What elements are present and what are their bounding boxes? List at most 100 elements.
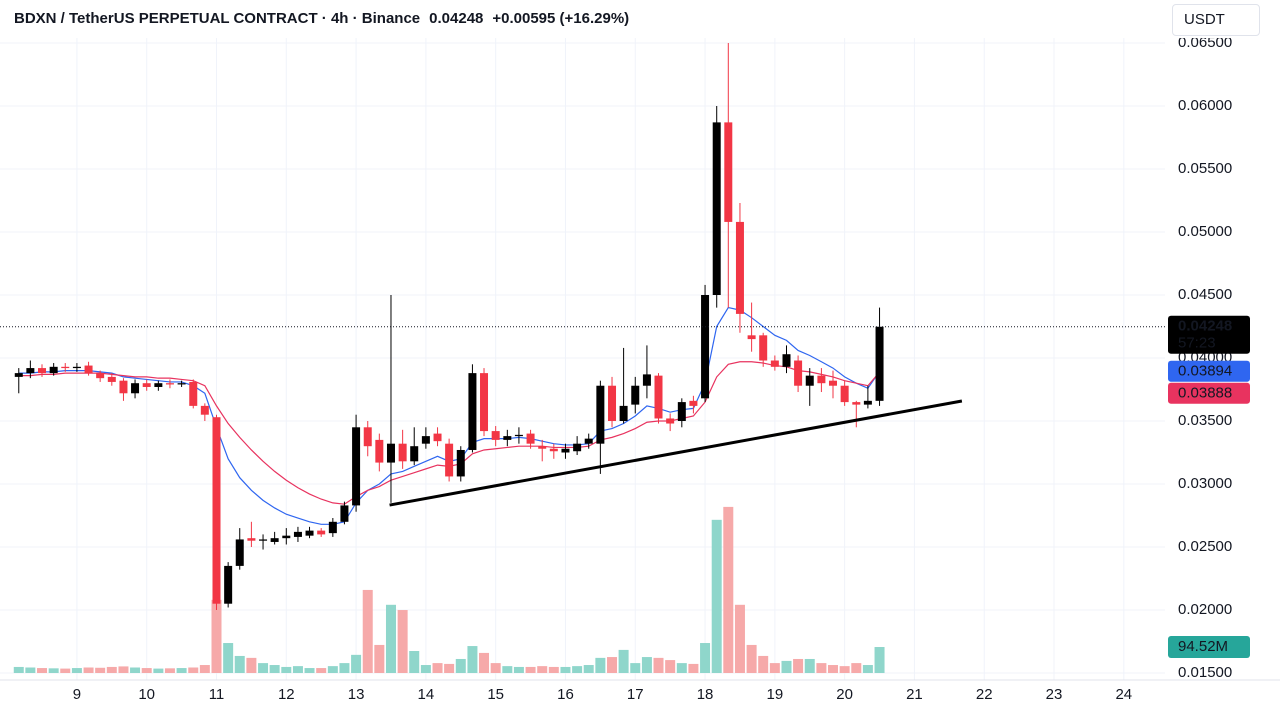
y-tick-label: 0.02000 bbox=[1178, 601, 1232, 618]
volume-bar bbox=[444, 663, 455, 673]
x-tick-label: 23 bbox=[1046, 686, 1063, 703]
candle-body bbox=[747, 335, 756, 340]
y-tick-label: 0.06500 bbox=[1178, 34, 1232, 51]
volume-bar bbox=[804, 658, 815, 673]
volume-tag-label: 94.52M bbox=[1178, 638, 1228, 655]
volume-bar bbox=[653, 657, 664, 673]
candle-body bbox=[189, 381, 198, 406]
trendline bbox=[389, 399, 963, 507]
candle-body bbox=[107, 376, 116, 382]
volume-bar bbox=[513, 666, 524, 673]
candle-body bbox=[247, 538, 256, 541]
candle-body bbox=[363, 427, 372, 447]
last-price-tag bbox=[1168, 315, 1250, 354]
candle-body bbox=[375, 439, 384, 463]
candle-body bbox=[503, 436, 512, 440]
volume-bar bbox=[188, 667, 199, 673]
candle-body bbox=[119, 380, 128, 394]
candle-body bbox=[852, 402, 861, 405]
candle-body bbox=[549, 448, 558, 452]
candle-body bbox=[654, 375, 663, 419]
volume-bar bbox=[618, 649, 629, 673]
volume-bar bbox=[199, 665, 210, 673]
last-price-tag-label: 0.04248 bbox=[1178, 318, 1232, 335]
volume-bar bbox=[781, 660, 792, 673]
volume-bar bbox=[502, 666, 513, 673]
volume-bar bbox=[374, 644, 385, 673]
volume-bar bbox=[758, 655, 769, 673]
y-tick-label: 0.02500 bbox=[1178, 538, 1232, 555]
volume-bar bbox=[362, 589, 373, 673]
volume-bar bbox=[13, 666, 24, 673]
candle-body bbox=[689, 400, 698, 406]
volume-bar bbox=[560, 666, 571, 673]
candle-body bbox=[72, 366, 81, 369]
candle-body bbox=[317, 530, 326, 535]
volume-bar bbox=[769, 663, 780, 673]
volume-bar bbox=[630, 663, 641, 673]
candle-body bbox=[735, 221, 744, 314]
candle-body bbox=[828, 380, 837, 386]
candle-body bbox=[84, 365, 93, 374]
volume-bar bbox=[432, 663, 443, 673]
volume-bar bbox=[723, 506, 734, 673]
volume-bar bbox=[595, 657, 606, 673]
candle-body bbox=[480, 373, 489, 432]
volume-bar bbox=[25, 667, 36, 673]
volume-bar bbox=[339, 663, 350, 673]
candle-body bbox=[38, 368, 47, 374]
volume-bar bbox=[141, 668, 152, 673]
y-tick-label: 0.06000 bbox=[1178, 97, 1232, 114]
volume-bar bbox=[130, 667, 141, 673]
volume-bar bbox=[176, 668, 187, 673]
volume-bar bbox=[839, 666, 850, 673]
x-tick-label: 21 bbox=[906, 686, 923, 703]
currency-button[interactable]: USDT bbox=[1172, 4, 1260, 36]
volume-bar bbox=[537, 666, 548, 673]
y-tick-label: 0.05000 bbox=[1178, 223, 1232, 240]
volume-bar bbox=[688, 663, 699, 673]
candle-body bbox=[619, 405, 628, 421]
line-value-tag bbox=[1168, 382, 1250, 404]
line-value-tag bbox=[1168, 360, 1250, 382]
candle-body bbox=[561, 448, 570, 453]
y-tick-label: 0.03500 bbox=[1178, 412, 1232, 429]
candle-body bbox=[805, 375, 814, 386]
candle-body bbox=[817, 375, 826, 384]
header: BDXN / TetherUS PERPETUAL CONTRACT · 4h … bbox=[14, 10, 629, 27]
candle-body bbox=[154, 383, 163, 387]
candle-body bbox=[863, 400, 872, 405]
candle-body bbox=[340, 505, 349, 522]
candle-body bbox=[433, 433, 442, 442]
candle-body bbox=[259, 539, 268, 541]
candle-body bbox=[666, 418, 675, 424]
x-tick-label: 13 bbox=[348, 686, 365, 703]
volume-bar bbox=[153, 668, 164, 673]
volume-bar bbox=[490, 663, 501, 673]
volume-bar bbox=[827, 665, 838, 673]
candle-body bbox=[573, 443, 582, 452]
volume-bar bbox=[60, 668, 71, 673]
volume-bar bbox=[851, 663, 862, 673]
volume-bar bbox=[548, 666, 559, 673]
candle-body bbox=[631, 385, 640, 405]
volume-bar bbox=[525, 666, 536, 673]
countdown-label: 57:23 bbox=[1178, 335, 1216, 352]
volume-bar bbox=[665, 660, 676, 673]
volume-bar bbox=[327, 666, 338, 673]
volume-bar bbox=[641, 657, 652, 673]
candle-body bbox=[538, 446, 547, 449]
x-tick-label: 20 bbox=[836, 686, 853, 703]
candle-body bbox=[782, 354, 791, 367]
candle-body bbox=[456, 449, 465, 477]
moving-average-line bbox=[18, 361, 880, 505]
moving-average-line bbox=[18, 306, 881, 525]
candle-body bbox=[305, 530, 314, 536]
candle-body bbox=[584, 438, 593, 444]
volume-bar bbox=[48, 668, 59, 673]
candle-body bbox=[386, 443, 395, 463]
candle-body bbox=[677, 402, 686, 421]
candle-body bbox=[352, 427, 361, 506]
